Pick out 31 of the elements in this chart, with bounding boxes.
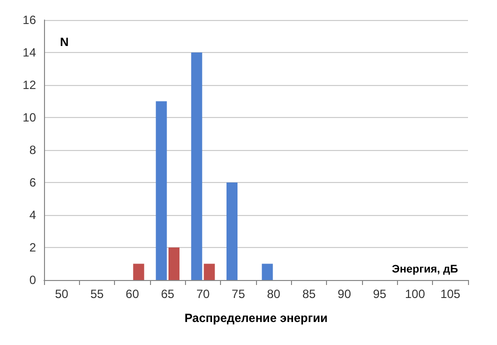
y-tick-label: 6 (29, 176, 36, 190)
y-tick-label: 0 (29, 273, 36, 287)
bar (204, 264, 215, 280)
bar (133, 264, 144, 280)
x-axis-title: Распределение энергии (184, 311, 328, 325)
bar (262, 264, 273, 280)
x-tick-label: 70 (196, 287, 210, 301)
bar (168, 248, 180, 280)
x-tick-label: 75 (232, 287, 246, 301)
y-tick-label: 8 (29, 143, 36, 157)
y-tick-label: 2 (29, 240, 36, 254)
x-tick-label: 95 (372, 287, 387, 301)
x-tick-label: 50 (54, 287, 69, 301)
x-tick-label: 105 (440, 287, 461, 301)
x-tick-label: 65 (160, 287, 175, 301)
x-tick-label: 55 (90, 287, 104, 301)
x-tick-label: 80 (266, 287, 281, 301)
y-axis-title: N (60, 35, 69, 49)
y-tick-label: 16 (22, 13, 36, 27)
bar (226, 182, 238, 280)
y-tick-label: 4 (29, 208, 36, 222)
y-tick-label: 12 (22, 78, 36, 92)
bar (191, 52, 202, 280)
x-tick-label: 85 (302, 287, 316, 301)
x-tick-label: 100 (404, 287, 426, 301)
x-tick-label: 60 (126, 287, 140, 301)
annotation: Энергия, дБ (392, 264, 458, 276)
bar (156, 101, 167, 280)
y-tick-label: 14 (22, 46, 36, 60)
x-tick-label: 90 (338, 287, 352, 301)
y-tick-label: 10 (22, 110, 36, 124)
